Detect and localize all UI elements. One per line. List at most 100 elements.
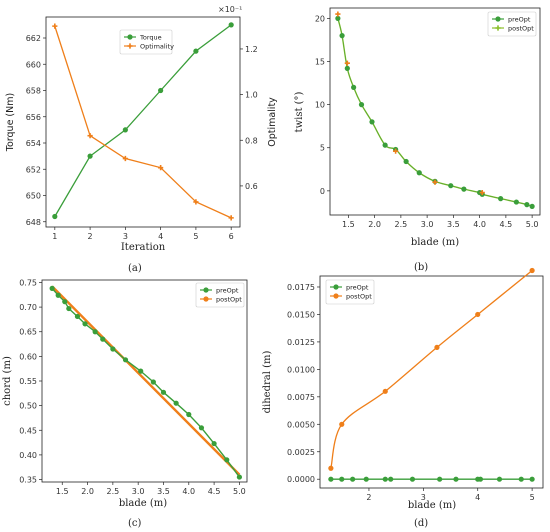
panel-b-xtick-label: 2.5 bbox=[395, 220, 408, 229]
panel-a-series-optimality-point bbox=[87, 133, 93, 139]
panel-a-ytick-label: 1.0 bbox=[245, 91, 258, 100]
panel-a-ytick-label: 648 bbox=[26, 218, 41, 227]
panel-b-xtick-label: 5.0 bbox=[526, 220, 539, 229]
panel-a-chart: Iteration Torque (Nm) Optimality ×10⁻¹ (… bbox=[5, 5, 278, 274]
panel-d-ytick-label: 0.0125 bbox=[287, 338, 315, 347]
panel-b-series-preopt-point bbox=[351, 84, 357, 90]
panel-a-ytick-label: 654 bbox=[26, 139, 41, 148]
panel-a-ytick-label: 658 bbox=[26, 87, 41, 96]
panel-b-ytick-label: 15 bbox=[315, 57, 325, 66]
panel-a-xtick-label: 6 bbox=[229, 232, 234, 241]
panel-c-series-preopt-point bbox=[66, 305, 72, 312]
panel-d-series-preopt-point bbox=[409, 476, 416, 482]
panel-c-series-preopt-point bbox=[74, 313, 81, 320]
panel-c-series-preopt-point bbox=[236, 474, 243, 480]
panel-c-xtick-label: 5.0 bbox=[233, 487, 246, 496]
panel-a-series-torque-point bbox=[193, 48, 199, 54]
panel-b-series-preopt-point bbox=[369, 119, 375, 125]
panel-a-right-scale-label: ×10⁻¹ bbox=[218, 5, 242, 14]
panel-c-series-preopt-point bbox=[62, 299, 68, 305]
panel-c-series-preopt-point bbox=[82, 321, 88, 327]
panel-a-xlabel: Iteration bbox=[121, 242, 166, 253]
panel-a-series-optimality-line bbox=[54, 25, 232, 219]
panel-d-series-postopt-point bbox=[434, 344, 440, 350]
panel-d-ylabel: dihedral (m) bbox=[262, 351, 273, 414]
panel-a-ytick-label: 662 bbox=[26, 34, 41, 43]
panel-b-series-postopt-point bbox=[335, 11, 341, 17]
panel-b-series-postopt-line bbox=[337, 18, 533, 208]
panel-d-series-preopt-point bbox=[437, 476, 443, 482]
panel-b-series-preopt-point bbox=[461, 186, 467, 192]
panel-d-ytick-label: 0.0000 bbox=[287, 475, 315, 484]
panel-d-series-preopt-point bbox=[496, 476, 503, 482]
panel-b-xtick-label: 2.0 bbox=[368, 220, 381, 229]
panel-c-legend-entry: preOpt bbox=[216, 287, 239, 295]
panel-a-series-optimality-point bbox=[52, 23, 58, 29]
panel-a-series-optimality-point bbox=[122, 155, 128, 162]
panel-a-legend-entry: Optimality bbox=[140, 43, 174, 51]
panel-b-series-preopt-point bbox=[416, 170, 422, 176]
panel-b-series-preopt-point bbox=[335, 15, 341, 21]
panel-c-legend-marker bbox=[203, 296, 209, 302]
panel-a-label: (a) bbox=[128, 263, 142, 274]
panel-d-series-preopt-point bbox=[363, 476, 369, 482]
panel-b-series-postopt-point bbox=[344, 60, 350, 66]
panel-b-series-postopt-point bbox=[479, 189, 485, 196]
panel-c-series-preopt-point bbox=[49, 285, 55, 291]
panel-c-legend-marker bbox=[203, 287, 209, 293]
panel-b-series-postopt-point bbox=[432, 179, 438, 185]
panel-d-series-preopt-point bbox=[453, 476, 459, 482]
panel-c-series-preopt-line bbox=[51, 287, 240, 478]
panel-a-series-torque-point bbox=[158, 87, 164, 94]
panel-a-legend-box bbox=[119, 29, 173, 55]
panel-c-ylabel: chord (m) bbox=[2, 356, 13, 406]
panel-d-ytick-label: 0.0100 bbox=[287, 365, 315, 374]
panel-c-legend-entry: postOpt bbox=[216, 296, 242, 304]
panel-b-series-preopt-point bbox=[403, 158, 409, 165]
panel-b-series-preopt-point bbox=[529, 203, 535, 209]
panel-d-series-preopt-point bbox=[328, 476, 334, 482]
panel-c-xtick-label: 2.0 bbox=[81, 487, 94, 496]
panel-b-series-preopt-point bbox=[382, 142, 388, 148]
panel-b-series-preopt-point bbox=[339, 33, 345, 39]
panel-b-xtick-label: 3.0 bbox=[421, 220, 434, 229]
panel-d-xlabel: blade (m) bbox=[408, 500, 456, 511]
panel-a-series-optimality-point bbox=[158, 165, 164, 171]
panel-c-xtick-label: 4.5 bbox=[208, 487, 221, 496]
panel-c-label: (c) bbox=[128, 518, 142, 529]
panel-b-legend-marker bbox=[495, 16, 501, 22]
panel-d-series-preopt-point bbox=[518, 476, 524, 482]
panel-c-xlabel: blade (m) bbox=[119, 498, 167, 509]
panel-b-series-preopt-line bbox=[337, 18, 533, 207]
panel-b-chart: blade (m) twist (°) (b) 1.5 2.0 2.5 3.0 3.5 4… bbox=[294, 7, 541, 273]
panel-b-series-preopt-point bbox=[344, 65, 350, 71]
panel-d-series-postopt-point bbox=[339, 421, 345, 427]
panel-d-xtick-label: 2 bbox=[366, 493, 371, 502]
panel-a-series-torque-point bbox=[122, 127, 128, 133]
panel-b-series-preopt-point bbox=[498, 196, 504, 202]
panel-c-ytick-label: 0.70 bbox=[19, 303, 37, 312]
panel-d-xtick-label: 5 bbox=[530, 493, 535, 502]
panel-d-ytick-label: 0.0075 bbox=[287, 393, 315, 402]
panel-c-xtick-label: 2.5 bbox=[106, 487, 119, 496]
panel-c-series-preopt-point bbox=[92, 329, 98, 335]
panel-a-plot-frame bbox=[45, 16, 241, 228]
panel-d-xtick-label: 3 bbox=[421, 493, 426, 502]
panel-d-series-preopt-point bbox=[388, 476, 394, 482]
panel-c-ytick-label: 0.60 bbox=[19, 352, 37, 361]
panel-b-legend-entry: postOpt bbox=[508, 25, 534, 33]
panel-b-plot-frame bbox=[329, 7, 541, 216]
panel-a-ytick-label: 656 bbox=[26, 113, 41, 122]
panel-d-chart: blade (m) dihedral (m) (d) 2 3 4 5 0.0000 0.0… bbox=[262, 267, 544, 529]
panel-d-legend-entry: postOpt bbox=[346, 293, 372, 301]
panel-b-xtick-label: 4.5 bbox=[500, 220, 513, 229]
panel-b-legend-marker bbox=[495, 25, 501, 31]
panel-a-ytick-label: 652 bbox=[26, 165, 41, 174]
panel-a-xtick-label: 3 bbox=[123, 232, 128, 241]
panel-a-series-torque-line bbox=[54, 24, 232, 217]
panel-d-series-preopt-point bbox=[350, 476, 356, 482]
panel-a-series-torque-point bbox=[87, 153, 93, 159]
panel-b-ytick-label: 5 bbox=[320, 144, 325, 153]
panel-d-series-preopt-point bbox=[477, 476, 484, 482]
panel-b-xtick-label: 4.0 bbox=[473, 220, 486, 229]
